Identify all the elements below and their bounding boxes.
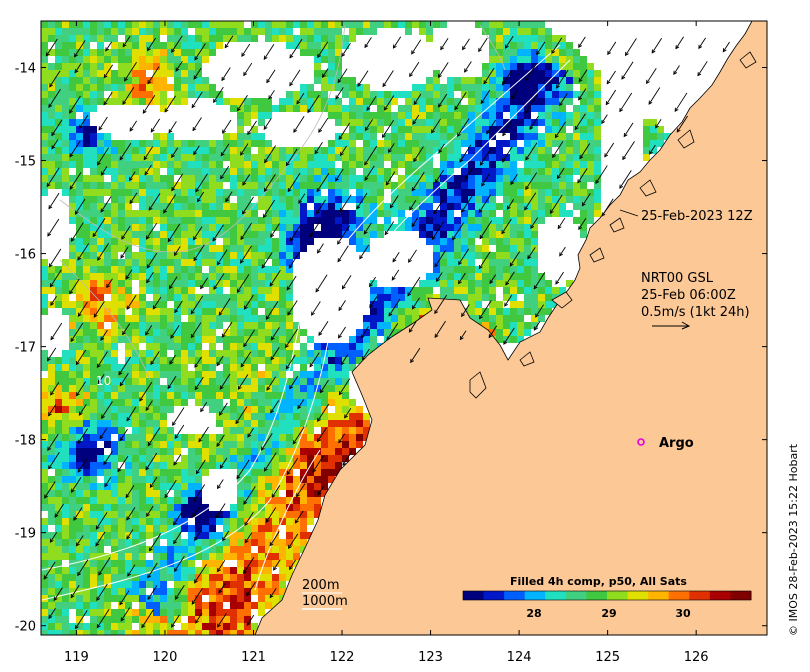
sst-pixels [41,21,671,635]
colorbar-title: Filled 4h comp, p50, All Sats [510,575,687,588]
lat-tick-label: -17 [15,341,36,356]
colorbar [463,591,752,600]
contour-value-label: 10 [96,374,111,388]
colorbar-cell [483,591,505,600]
colorbar-cell [648,591,670,600]
colorbar-cell [709,591,731,600]
colorbar-tick-label: 29 [601,607,616,620]
latitude-axis: -14 -15 -16 -17 -18 -19 -20 [15,62,767,635]
land-mass [254,21,767,635]
coastal-islands [469,51,757,399]
lat-tick-label: -16 [15,248,36,263]
lon-tick-label: 121 [241,650,266,665]
argo-label: Argo [659,436,694,451]
track-time-label: 25-Feb-2023 12Z [641,209,753,224]
lon-tick-label: 125 [595,650,620,665]
colorbar-cell [730,591,752,600]
colorbar-cell [463,591,485,600]
colorbar-tick-label: 28 [526,607,541,620]
lat-tick-label: -20 [15,620,36,635]
lon-tick-label: 126 [684,650,709,665]
current-vectors [43,35,730,630]
lon-tick-label: 119 [64,650,89,665]
colorbar-cell [565,591,587,600]
colorbar-ticks: 28 29 30 [526,607,691,620]
argo-float-marker [637,438,645,446]
lon-tick-label: 122 [330,650,355,665]
depth-200-label: 200m [302,578,339,593]
colorbar-cell [586,591,608,600]
product-time-label: 25-Feb 06:00Z [641,288,736,303]
colorbar-cell [689,591,711,600]
product-name-label: NRT00 GSL [641,271,714,286]
lon-tick-label: 123 [418,650,443,665]
lat-tick-label: -18 [15,434,36,449]
scale-speed-label: 0.5m/s (1kt 24h) [641,305,750,320]
depth-1000-label: 1000m [302,594,348,609]
lon-tick-label: 124 [507,650,532,665]
colorbar-frame [462,590,752,601]
lon-tick-label: 120 [153,650,178,665]
longitude-axis: 119 120 121 122 123 124 125 126 [64,21,709,665]
colorbar-cell [504,591,526,600]
colorbar-cell [627,591,649,600]
lat-tick-label: -19 [15,527,36,542]
scale-arrow [652,321,691,330]
credit-text: © IMOS 28-Feb-2023 15:22 Hobart [787,443,800,636]
colorbar-cell [545,591,567,600]
depth-contours [41,44,571,601]
plot-frame [40,20,768,636]
track-time-pointer [619,209,639,217]
shelf-contours [59,24,506,381]
colorbar-cell [607,591,629,600]
lat-tick-label: -15 [15,155,36,170]
lat-tick-label: -14 [15,62,36,77]
colorbar-cell [524,591,546,600]
colorbar-cell [668,591,690,600]
colorbar-tick-label: 30 [675,607,691,620]
